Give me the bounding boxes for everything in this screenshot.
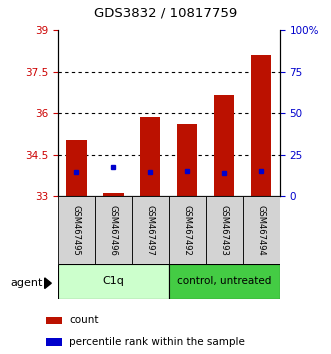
- Bar: [132, 196, 169, 264]
- Text: agent: agent: [10, 278, 42, 288]
- Bar: [46, 317, 62, 324]
- Polygon shape: [45, 278, 51, 289]
- Text: percentile rank within the sample: percentile rank within the sample: [70, 337, 245, 347]
- Text: GSM467494: GSM467494: [257, 205, 266, 256]
- Bar: [243, 196, 280, 264]
- Text: GSM467495: GSM467495: [72, 205, 81, 256]
- Bar: [251, 55, 271, 196]
- Text: GSM467497: GSM467497: [146, 205, 155, 256]
- Bar: [66, 139, 87, 196]
- Text: count: count: [70, 315, 99, 325]
- Bar: [206, 196, 243, 264]
- Bar: [177, 124, 198, 196]
- Bar: [95, 196, 132, 264]
- Bar: [46, 338, 62, 346]
- Text: GSM467496: GSM467496: [109, 205, 118, 256]
- Text: GDS3832 / 10817759: GDS3832 / 10817759: [94, 7, 237, 19]
- Bar: [169, 264, 280, 299]
- Bar: [140, 118, 161, 196]
- Bar: [58, 264, 169, 299]
- Bar: [103, 193, 123, 196]
- Text: GSM467493: GSM467493: [220, 205, 229, 256]
- Text: C1q: C1q: [102, 276, 124, 286]
- Text: GSM467492: GSM467492: [183, 205, 192, 256]
- Bar: [169, 196, 206, 264]
- Bar: [214, 95, 234, 196]
- Text: control, untreated: control, untreated: [177, 276, 271, 286]
- Bar: [58, 196, 95, 264]
